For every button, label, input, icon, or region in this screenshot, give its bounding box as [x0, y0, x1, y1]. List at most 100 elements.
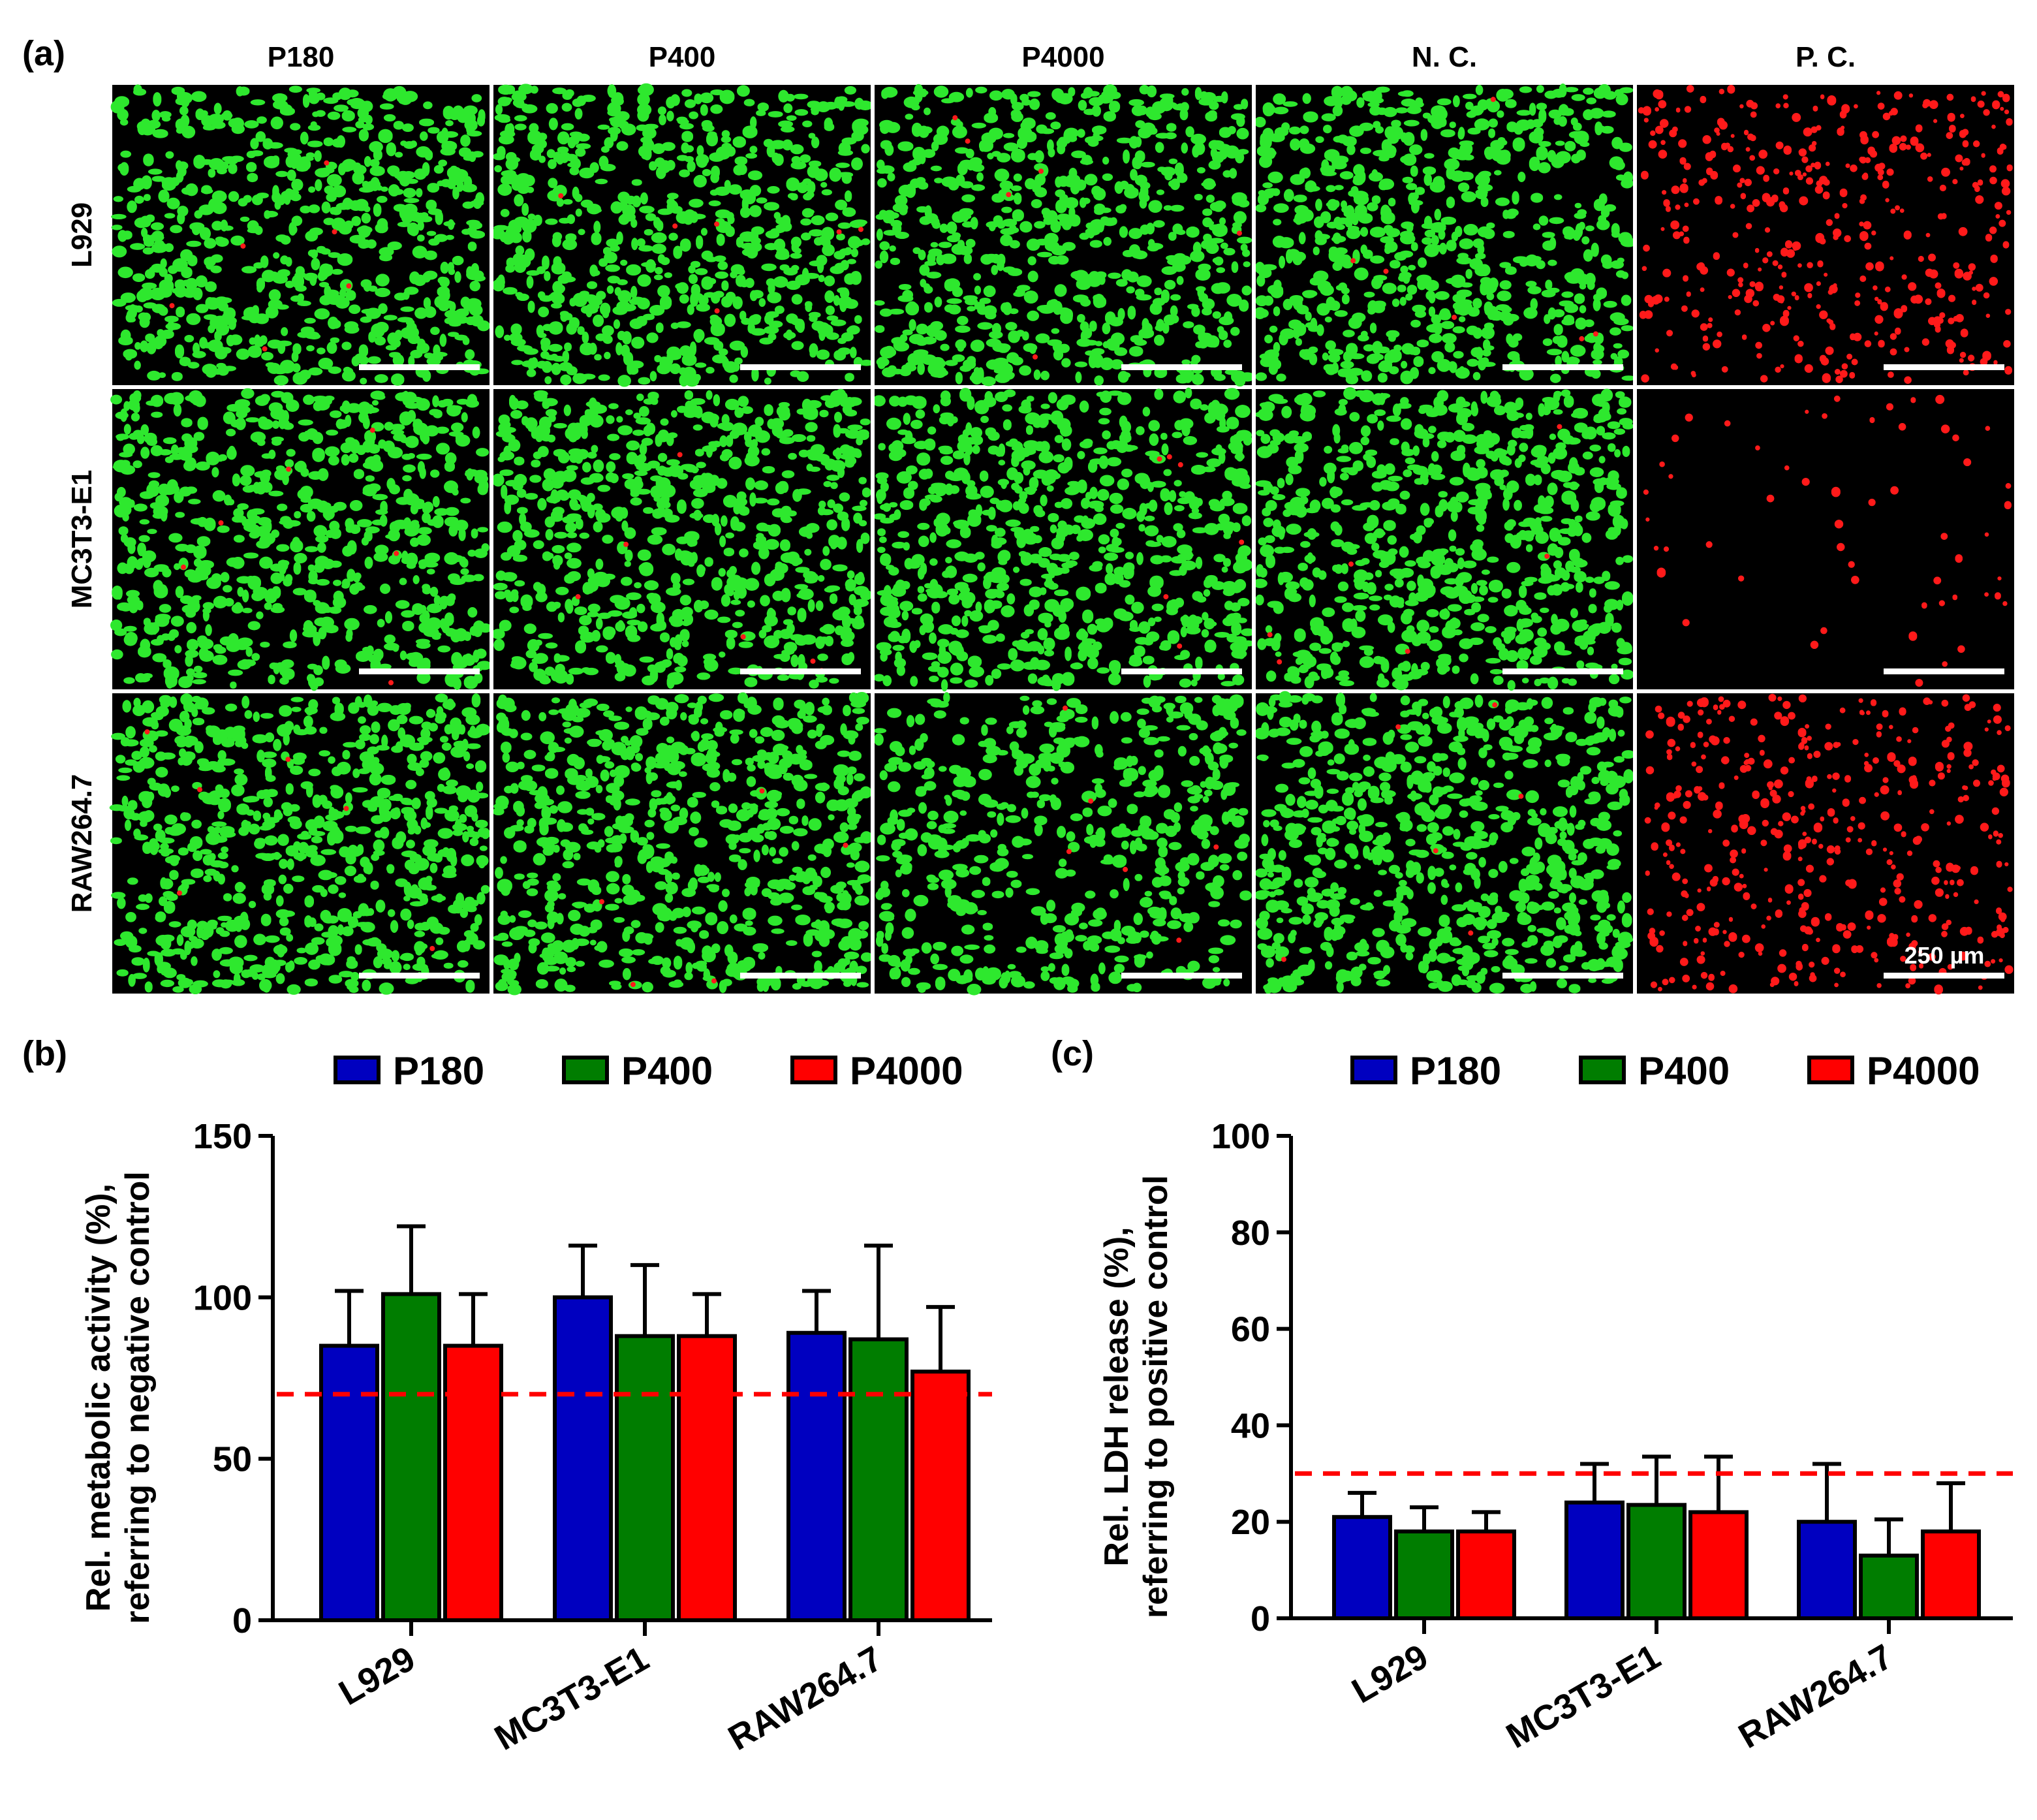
bar-p4000 — [1921, 1529, 1981, 1620]
bar-p180 — [1564, 1500, 1625, 1620]
live-cells — [1252, 387, 1634, 691]
scale-bar — [1121, 668, 1242, 674]
scale-bar — [740, 973, 861, 979]
y-axis-label: Rel. metabolic activity (%), — [80, 1184, 117, 1612]
column-header: P180 — [268, 41, 335, 73]
bar-p400 — [615, 1334, 675, 1623]
panel-a-label: (a) — [22, 34, 65, 73]
column-header: P. C. — [1796, 41, 1856, 73]
scale-bar — [359, 973, 480, 979]
y-tick-label: 0 — [232, 1601, 252, 1640]
bar-p180 — [319, 1343, 379, 1623]
live-cells — [1254, 691, 1635, 994]
bar-p400 — [381, 1292, 441, 1623]
micrograph-background — [1637, 389, 2014, 689]
micrograph-cell: 250 µm — [1637, 693, 2014, 995]
legend: P180 P400 P4000 — [1350, 1049, 1980, 1093]
bar-p400 — [1394, 1529, 1454, 1620]
legend-swatch — [1807, 1056, 1854, 1084]
y-tick-label: 150 — [193, 1117, 252, 1156]
bar-p4000 — [1688, 1510, 1749, 1620]
y-tick-label: 100 — [193, 1278, 252, 1317]
micrograph-cell — [1254, 83, 1636, 385]
live-cells — [110, 388, 492, 691]
scale-bar — [1884, 364, 2004, 370]
scale-bar — [1884, 668, 2004, 674]
panel-a-fluorescence-grid: (a) P180 P400 P4000 N. C. P. C. L929 MC3T3-E1… — [22, 34, 2014, 996]
micrograph-background — [1637, 85, 2014, 385]
micrograph-cell — [1254, 691, 1635, 994]
live-cells — [110, 84, 490, 386]
micrograph-background — [1637, 693, 2014, 994]
scale-bar-label: 250 µm — [1905, 942, 1985, 969]
y-tick-label: 80 — [1231, 1214, 1270, 1253]
y-tick-label: 40 — [1231, 1406, 1270, 1445]
live-cells — [873, 692, 1252, 996]
dead-cells — [1644, 693, 2014, 995]
micrograph-cell — [872, 387, 1255, 692]
y-tick-label: 20 — [1231, 1503, 1270, 1542]
bar-p180 — [1332, 1514, 1392, 1621]
bar-p400 — [848, 1337, 909, 1622]
y-tick-label: 50 — [213, 1440, 252, 1479]
legend-swatch — [1350, 1056, 1397, 1084]
y-tick-label: 100 — [1211, 1117, 1270, 1156]
live-cells — [874, 84, 1255, 387]
y-axis-label: referring to negative control — [119, 1171, 157, 1624]
scale-bar — [1884, 973, 2004, 979]
bar-p180 — [553, 1295, 613, 1623]
column-header: P400 — [649, 41, 716, 73]
bar-p4000 — [677, 1334, 737, 1623]
legend-label: P4000 — [850, 1049, 963, 1093]
live-cells — [491, 388, 873, 689]
legend: P180 P400 P4000 — [334, 1049, 963, 1093]
legend-label: P4000 — [1867, 1049, 1980, 1093]
micrograph-cell — [1637, 389, 2014, 689]
micrograph-cell — [109, 693, 491, 995]
y-tick-label: 60 — [1231, 1310, 1270, 1349]
column-header: P4000 — [1021, 41, 1104, 73]
scale-bar — [359, 668, 480, 674]
micrograph-cell — [1637, 85, 2014, 385]
micrograph-cell — [110, 388, 492, 691]
bar-p180 — [1797, 1520, 1857, 1620]
live-cells — [872, 387, 1255, 692]
scale-bar — [1121, 364, 1242, 370]
bar-p4000 — [910, 1370, 971, 1623]
column-headers: P180 P400 P4000 N. C. P. C. — [268, 41, 1856, 73]
panel-c-label: (c) — [1051, 1034, 1094, 1073]
scale-bar — [740, 364, 861, 370]
row-label: MC3T3-E1 — [66, 470, 98, 609]
bar-p4000 — [443, 1343, 503, 1623]
legend-label: P400 — [621, 1049, 713, 1093]
bar-p180 — [786, 1330, 847, 1623]
scale-bar — [1121, 973, 1242, 979]
row-labels: L929 MC3T3-E1 RAW264.7 — [66, 202, 98, 913]
scale-bar — [740, 668, 861, 674]
row-label: L929 — [66, 202, 98, 268]
live-cells — [109, 693, 491, 995]
legend-swatch — [1579, 1056, 1626, 1084]
micrograph-cell — [490, 83, 874, 387]
micrograph-cell — [492, 691, 873, 996]
column-header: N. C. — [1412, 41, 1477, 73]
y-tick-label: 0 — [1251, 1599, 1270, 1639]
row-label: RAW264.7 — [66, 774, 98, 913]
micrograph-cell — [110, 84, 490, 386]
scale-bar — [1502, 973, 1623, 979]
legend-label: P180 — [1410, 1049, 1501, 1093]
micrograph-cell — [874, 84, 1255, 387]
legend-swatch — [790, 1056, 837, 1084]
panel-b-label: (b) — [22, 1034, 67, 1073]
legend-label: P400 — [1638, 1049, 1730, 1093]
micrograph-cell — [873, 692, 1252, 996]
micrograph-cell — [491, 388, 873, 689]
legend-swatch — [562, 1056, 609, 1084]
bar-p400 — [1626, 1503, 1687, 1620]
legend-label: P180 — [393, 1049, 484, 1093]
scale-bar — [1502, 668, 1623, 674]
scale-bar — [359, 364, 480, 370]
bar-p4000 — [1456, 1529, 1516, 1620]
micrograph-cell — [1252, 387, 1634, 691]
live-cells — [1254, 83, 1636, 384]
